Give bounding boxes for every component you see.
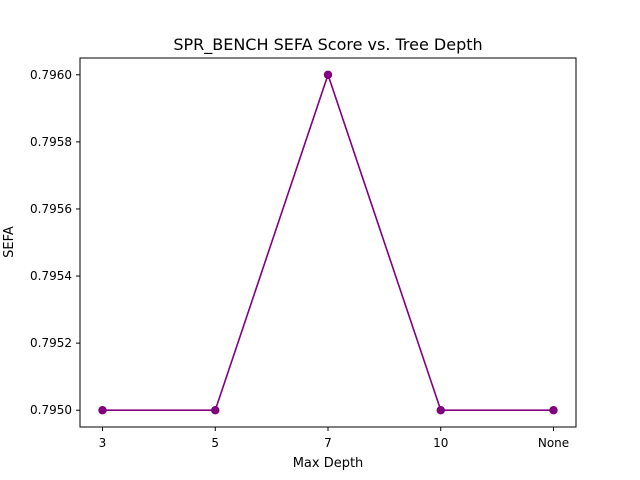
data-point [211, 406, 220, 415]
data-point [436, 406, 445, 415]
chart-title: SPR_BENCH SEFA Score vs. Tree Depth [173, 35, 482, 55]
data-point [323, 70, 333, 79]
y-tick-label: 0.7950 [30, 403, 72, 417]
data-point [98, 406, 107, 415]
x-tick-label: 10 [433, 436, 448, 450]
series-points [98, 70, 558, 415]
y-tick-label: 0.7954 [30, 269, 72, 283]
y-tick-label: 0.7952 [30, 336, 72, 350]
x-tick-label: 7 [324, 436, 332, 450]
y-tick-label: 0.7956 [30, 202, 72, 216]
y-tick-label: 0.7960 [30, 68, 72, 82]
y-tick-label: 0.7958 [30, 135, 72, 149]
x-tick-label: 3 [99, 436, 107, 450]
x-axis-ticks: 3 5 7 10 None [99, 427, 569, 450]
x-tick-label: None [538, 436, 569, 450]
y-axis-label: SEFA [2, 226, 17, 258]
x-axis-label: Max Depth [293, 456, 364, 471]
x-tick-label: 5 [211, 436, 219, 450]
data-point [549, 406, 558, 415]
y-axis-ticks: 0.7950 0.7952 0.7954 0.7956 0.7958 0.7960 [30, 68, 80, 417]
